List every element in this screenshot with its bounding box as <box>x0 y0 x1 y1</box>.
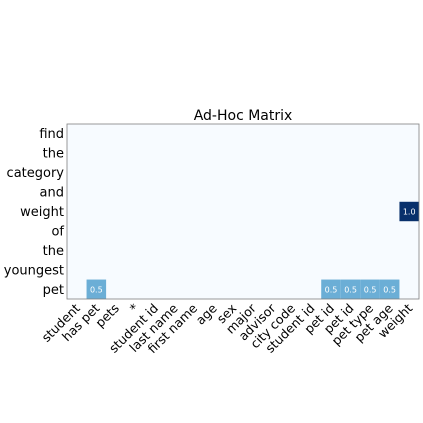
heatmap-cell <box>340 279 361 299</box>
heatmap-cell <box>321 279 341 299</box>
cell-value-label: 1.0 <box>403 208 416 217</box>
y-tick-label: and <box>40 186 64 201</box>
y-tick-label: category <box>7 166 65 181</box>
heatmap-cell <box>360 279 380 299</box>
heatmap-background <box>67 124 419 299</box>
x-tick-label: pets <box>92 301 122 331</box>
heatmap-cells: 1.0 0.5 0.5 0.5 0.5 0.5 <box>67 124 419 299</box>
cell-value-label: 0.5 <box>325 285 338 294</box>
heatmap-cell <box>379 279 400 299</box>
heatmap-cell <box>399 201 419 222</box>
plot-frame <box>66 123 420 300</box>
y-tick-label: the <box>43 244 64 259</box>
y-tick-label: the <box>43 147 64 162</box>
y-tick-label: weight <box>20 205 64 220</box>
y-tick-label: youngest <box>4 263 64 278</box>
y-tick-label: pet <box>43 283 64 298</box>
cell-value-label: 0.5 <box>344 285 357 294</box>
y-tick-label: of <box>51 224 64 239</box>
chart-title: Ad-Hoc Matrix <box>194 108 293 124</box>
y-tick-label: find <box>39 127 64 142</box>
cell-value-label: 0.5 <box>383 285 396 294</box>
cell-value-label: 0.5 <box>364 285 377 294</box>
heatmap-cell <box>86 279 107 299</box>
cell-value-label: 0.5 <box>90 285 103 294</box>
y-tick-labels: find the category and weight of the youngest pet <box>4 127 65 298</box>
